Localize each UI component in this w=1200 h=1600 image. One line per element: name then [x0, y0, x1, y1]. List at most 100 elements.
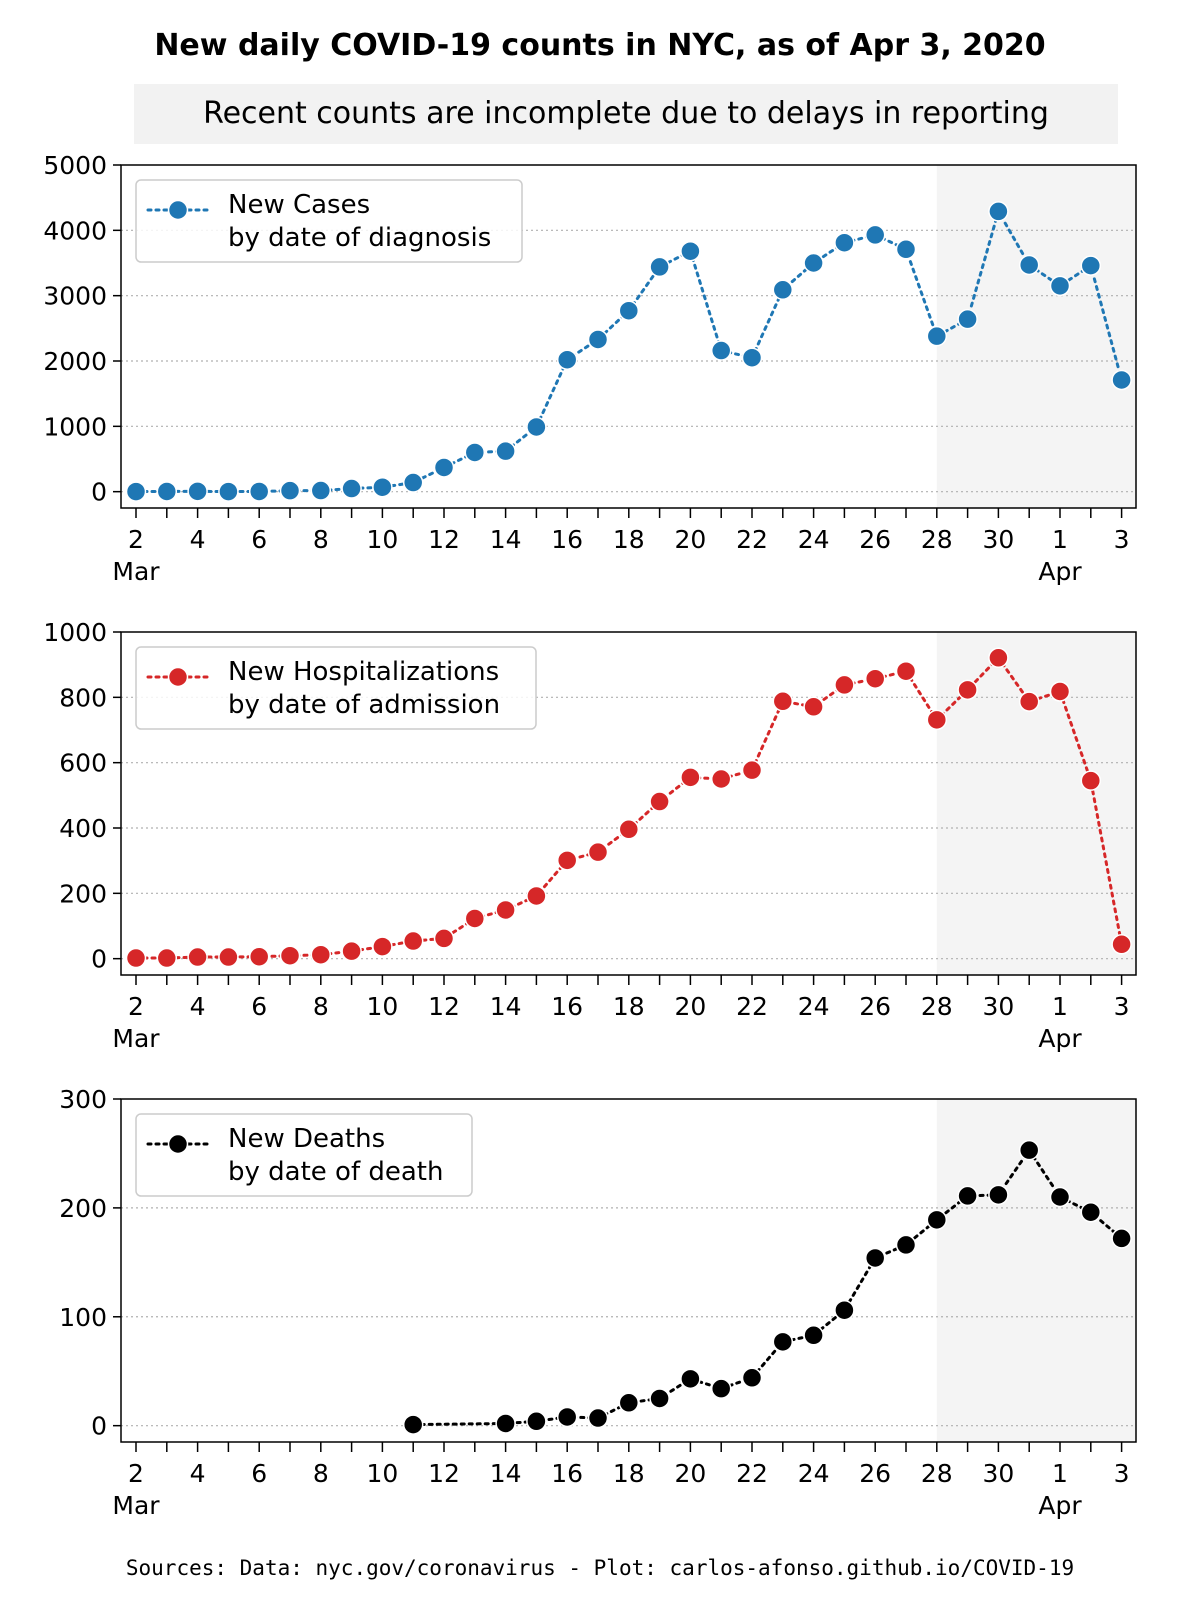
data-point: [1111, 934, 1132, 955]
y-tick-label: 3000: [43, 282, 107, 311]
y-tick-label: 5000: [43, 151, 107, 180]
x-tick-label: 1: [1052, 1459, 1068, 1488]
data-point: [218, 481, 239, 502]
data-point: [895, 1234, 917, 1256]
y-tick-label: 200: [59, 1194, 107, 1223]
legend-marker: [167, 199, 189, 221]
y-tick-label: 0: [91, 945, 107, 974]
x-tick-label: 28: [921, 992, 953, 1021]
data-point: [556, 1406, 578, 1428]
x-tick-label: 12: [428, 525, 460, 554]
x-tick-label: 14: [490, 992, 522, 1021]
legend-marker: [167, 1133, 189, 1155]
x-tick-label: 16: [551, 992, 583, 1021]
data-point: [710, 1378, 732, 1399]
y-tick-label: 400: [59, 814, 107, 843]
data-point: [1111, 1228, 1132, 1249]
data-point: [834, 232, 855, 253]
sources-footer: Sources: Data: nyc.gov/coronavirus - Plo…: [125, 1556, 1075, 1580]
x-tick-label: 2: [128, 525, 144, 554]
data-point: [372, 936, 393, 957]
data-point: [433, 928, 455, 949]
data-point: [1080, 255, 1102, 276]
x-tick-label: 3: [1114, 1459, 1130, 1488]
y-tick-label: 200: [59, 879, 107, 908]
data-point: [341, 940, 362, 962]
data-point: [495, 899, 516, 921]
x-tick-label: 20: [674, 992, 706, 1021]
data-point: [957, 308, 978, 330]
data-point: [957, 1185, 978, 1207]
month-label: Apr: [1038, 1491, 1082, 1520]
y-tick-label: 0: [91, 478, 107, 507]
subtitle-box: Recent counts are incomplete due to dela…: [134, 84, 1118, 144]
data-point: [649, 256, 670, 278]
data-point: [1018, 1139, 1040, 1161]
data-point: [649, 1388, 670, 1409]
x-tick-label: 26: [859, 525, 891, 554]
y-tick-label: 800: [59, 683, 107, 712]
x-tick-label: 22: [736, 992, 768, 1021]
chart-subtitle: Recent counts are incomplete due to dela…: [203, 96, 1049, 131]
legend-box: [135, 1113, 473, 1197]
x-tick-label: 3: [1114, 992, 1130, 1021]
x-tick-label: 26: [859, 1459, 891, 1488]
x-tick-label: 16: [551, 525, 583, 554]
x-tick-label: 30: [982, 525, 1014, 554]
data-point: [526, 885, 547, 907]
data-point: [680, 767, 701, 788]
month-label: Apr: [1038, 1024, 1082, 1053]
data-point: [248, 481, 270, 502]
data-point: [618, 1392, 640, 1414]
data-point: [710, 340, 732, 361]
series-line: [411, 1147, 1124, 1427]
data-point: [526, 416, 547, 438]
data-point: [402, 472, 424, 493]
x-tick-label: 18: [613, 992, 645, 1021]
x-tick-label: 3: [1114, 525, 1130, 554]
data-point: [895, 239, 917, 260]
data-point: [187, 481, 208, 502]
data-point: [895, 660, 917, 682]
data-point: [1080, 770, 1102, 791]
month-label: Apr: [1038, 557, 1082, 586]
data-point: [926, 1209, 948, 1231]
data-point: [495, 1413, 516, 1434]
x-tick-label: 10: [366, 525, 398, 554]
plot-frame: [120, 164, 1137, 509]
data-point: [310, 480, 332, 501]
x-tick-label: 14: [490, 525, 522, 554]
data-point: [772, 279, 794, 301]
x-tick-label: 18: [613, 525, 645, 554]
y-tick-label: 300: [59, 1085, 107, 1114]
x-tick-label: 2: [128, 1459, 144, 1488]
x-tick-label: 30: [982, 992, 1014, 1021]
data-point: [988, 1184, 1009, 1206]
data-point: [864, 668, 886, 689]
data-point: [710, 768, 732, 790]
data-point: [433, 457, 455, 478]
data-point: [864, 1247, 886, 1269]
x-tick-label: 24: [798, 1459, 830, 1488]
data-point: [834, 1299, 855, 1321]
legend-box: [135, 646, 537, 730]
data-point: [248, 946, 270, 967]
x-tick-label: 6: [251, 992, 267, 1021]
y-tick-label: 2000: [43, 347, 107, 376]
x-tick-label: 12: [428, 1459, 460, 1488]
x-tick-label: 18: [613, 1459, 645, 1488]
data-point: [587, 841, 609, 863]
data-point: [1018, 691, 1040, 712]
x-tick-label: 30: [982, 1459, 1014, 1488]
data-point: [218, 946, 239, 968]
y-tick-label: 1000: [43, 412, 107, 441]
data-point: [279, 945, 301, 966]
x-tick-label: 4: [190, 992, 206, 1021]
plot-frame: [120, 1098, 1137, 1443]
month-label: Mar: [112, 1491, 160, 1520]
y-tick-label: 1000: [43, 618, 107, 647]
